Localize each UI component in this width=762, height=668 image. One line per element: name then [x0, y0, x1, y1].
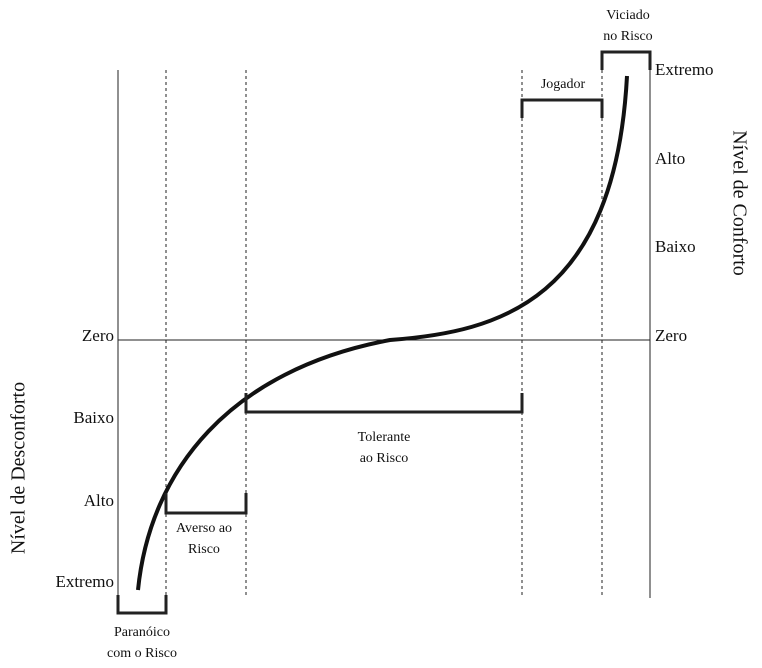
left-level: Extremo: [55, 572, 114, 591]
left-level: Alto: [84, 491, 114, 510]
right-level: Zero: [655, 326, 687, 345]
bracket: [600, 50, 652, 70]
bracket-label: com o Risco: [107, 646, 177, 661]
axis-title: Nível de Conforto: [728, 130, 750, 276]
right-level: Baixo: [655, 237, 696, 256]
left-level: Zero: [82, 326, 114, 345]
bracket: [116, 595, 168, 615]
bracket-label: Jogador: [541, 77, 586, 92]
risk-curve: [136, 75, 629, 591]
right-level: Extremo: [655, 60, 714, 79]
bracket-label: Paranóico: [114, 625, 170, 640]
bracket-label: no Risco: [603, 29, 652, 44]
left-level: Baixo: [73, 408, 114, 427]
bracket-label: ao Risco: [360, 451, 409, 466]
bracket: [520, 98, 604, 118]
axis-title: Nível de Desconforto: [8, 382, 30, 554]
bracket-label: Risco: [188, 542, 220, 557]
bracket-label: Viciado: [606, 8, 649, 23]
bracket: [244, 393, 524, 414]
bracket-label: Averso ao: [176, 521, 232, 536]
bracket-label: Tolerante: [358, 430, 411, 445]
bracket: [164, 493, 248, 515]
right-level: Alto: [655, 149, 685, 168]
